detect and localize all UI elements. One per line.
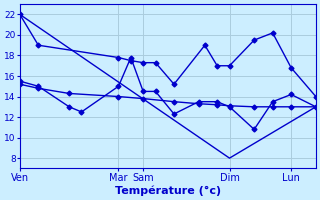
X-axis label: Température (°c): Température (°c) bbox=[115, 185, 221, 196]
